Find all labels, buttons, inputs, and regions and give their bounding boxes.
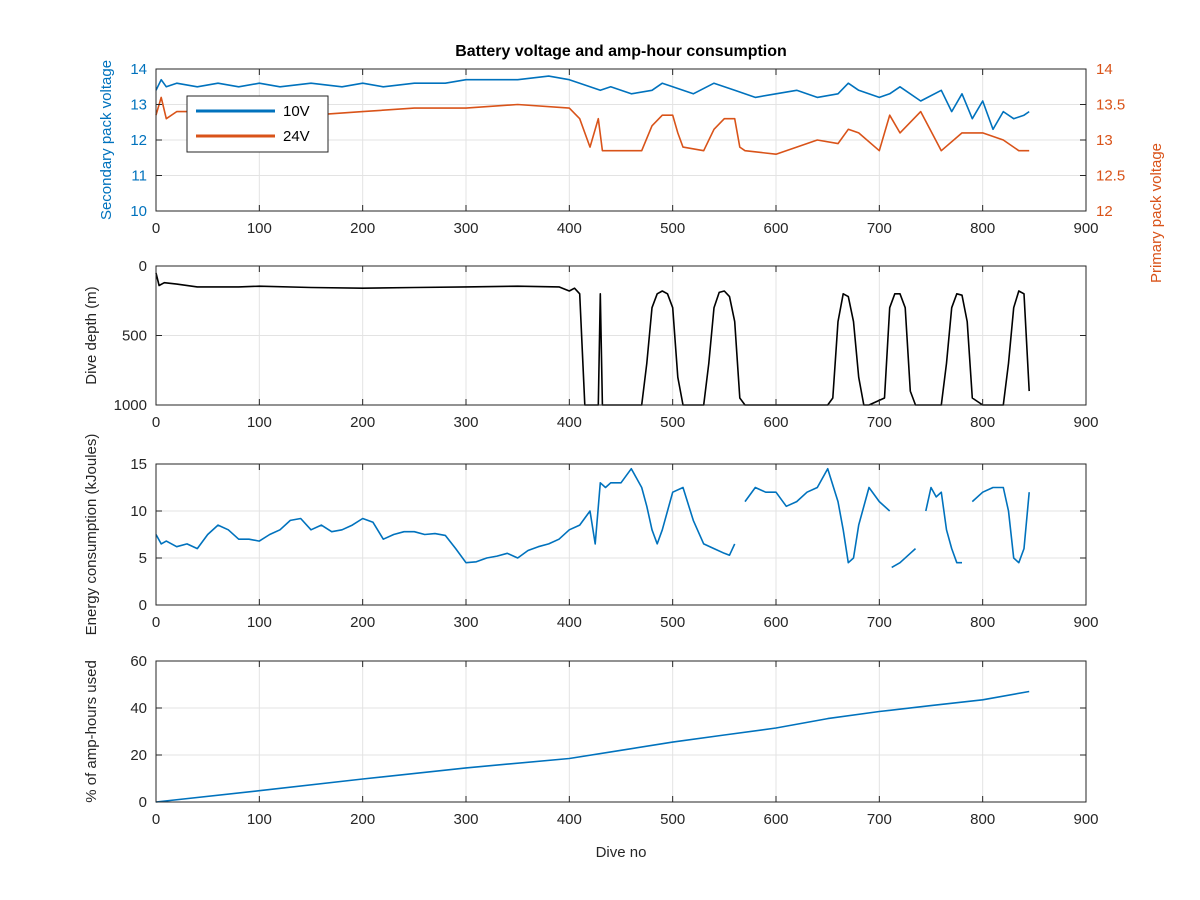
x-tick-label: 0	[152, 614, 160, 631]
x-tick-label: 0	[152, 414, 160, 431]
y-tick-label: 15	[130, 456, 147, 473]
axes-frame-energy	[155, 463, 1087, 606]
x-tick-label: 300	[453, 220, 478, 237]
series-line-energy-0	[155, 467, 1030, 569]
series-line-voltage-10V	[155, 75, 1030, 131]
x-tick-label: 900	[1073, 220, 1098, 237]
y-tick-label: 13	[130, 97, 147, 114]
series-line-amphours-0	[155, 690, 1030, 803]
x-tick-label: 400	[557, 614, 582, 631]
x-tick-label: 200	[350, 414, 375, 431]
x-tick-label: 400	[557, 414, 582, 431]
x-tick-label: 300	[453, 414, 478, 431]
y-right-tick-label: 14	[1096, 61, 1113, 78]
x-tick-label: 500	[660, 811, 685, 828]
y-tick-label: 11	[131, 168, 147, 185]
legend-box	[186, 95, 329, 153]
x-tick-label: 100	[247, 811, 272, 828]
x-tick-label: 200	[350, 811, 375, 828]
x-tick-label: 300	[453, 811, 478, 828]
y-right-tick-label: 13.5	[1096, 97, 1125, 114]
x-tick-label: 800	[970, 811, 995, 828]
y-axis-label-depth: Dive depth (m)	[83, 286, 100, 384]
x-tick-label: 100	[247, 220, 272, 237]
x-tick-label: 400	[557, 811, 582, 828]
x-axis-label: Dive no	[596, 844, 647, 861]
x-tick-label: 100	[247, 414, 272, 431]
x-tick-label: 0	[152, 220, 160, 237]
x-tick-label: 700	[867, 811, 892, 828]
y-right-axis-label: Primary pack voltage	[1148, 143, 1165, 283]
figure-title: Battery voltage and amp-hour consumption	[455, 43, 787, 60]
x-tick-label: 800	[970, 414, 995, 431]
y-tick-label: 40	[130, 700, 147, 717]
legend-label-24V: 24V	[283, 128, 310, 145]
x-tick-label: 300	[453, 614, 478, 631]
x-tick-label: 500	[660, 414, 685, 431]
y-tick-label: 500	[122, 328, 147, 345]
x-tick-label: 600	[763, 614, 788, 631]
plot-area-energy	[156, 464, 1086, 605]
y-tick-label: 1000	[114, 397, 147, 414]
y-right-tick-label: 13	[1096, 132, 1113, 149]
x-tick-label: 400	[557, 220, 582, 237]
y-right-tick-label: 12.5	[1096, 168, 1125, 185]
x-tick-label: 200	[350, 220, 375, 237]
y-tick-label: 10	[130, 203, 147, 220]
y-tick-label: 0	[139, 794, 147, 811]
series-line-voltage-24V	[155, 96, 1030, 155]
x-tick-label: 900	[1073, 614, 1098, 631]
y-tick-label: 14	[130, 61, 147, 78]
x-tick-label: 800	[970, 220, 995, 237]
x-tick-label: 700	[867, 614, 892, 631]
x-tick-label: 600	[763, 220, 788, 237]
x-tick-label: 100	[247, 614, 272, 631]
y-tick-label: 10	[130, 503, 147, 520]
axes-frame-amphours	[155, 660, 1087, 803]
x-tick-label: 200	[350, 614, 375, 631]
y-tick-label: 5	[139, 550, 147, 567]
x-tick-label: 500	[660, 220, 685, 237]
y-tick-label: 12	[130, 132, 147, 149]
y-tick-label: 0	[139, 597, 147, 614]
y-axis-label-amphours: % of amp-hours used	[83, 660, 100, 803]
y-axis-label-energy: Energy consumption (kJoules)	[83, 434, 100, 636]
y-tick-label: 60	[130, 653, 147, 670]
x-tick-label: 0	[152, 811, 160, 828]
legend-label-10V: 10V	[283, 103, 310, 120]
x-tick-label: 700	[867, 414, 892, 431]
x-tick-label: 900	[1073, 811, 1098, 828]
x-tick-label: 600	[763, 414, 788, 431]
x-tick-label: 800	[970, 614, 995, 631]
x-tick-label: 700	[867, 220, 892, 237]
y-axis-label-voltage: Secondary pack voltage	[98, 60, 115, 220]
x-tick-label: 900	[1073, 414, 1098, 431]
y-tick-label: 20	[130, 747, 147, 764]
y-tick-label: 0	[139, 258, 147, 275]
series-line-depth-0	[155, 272, 1030, 406]
x-tick-label: 600	[763, 811, 788, 828]
y-right-tick-label: 12	[1096, 203, 1113, 220]
x-tick-label: 500	[660, 614, 685, 631]
plot-area-amphours	[156, 661, 1086, 802]
